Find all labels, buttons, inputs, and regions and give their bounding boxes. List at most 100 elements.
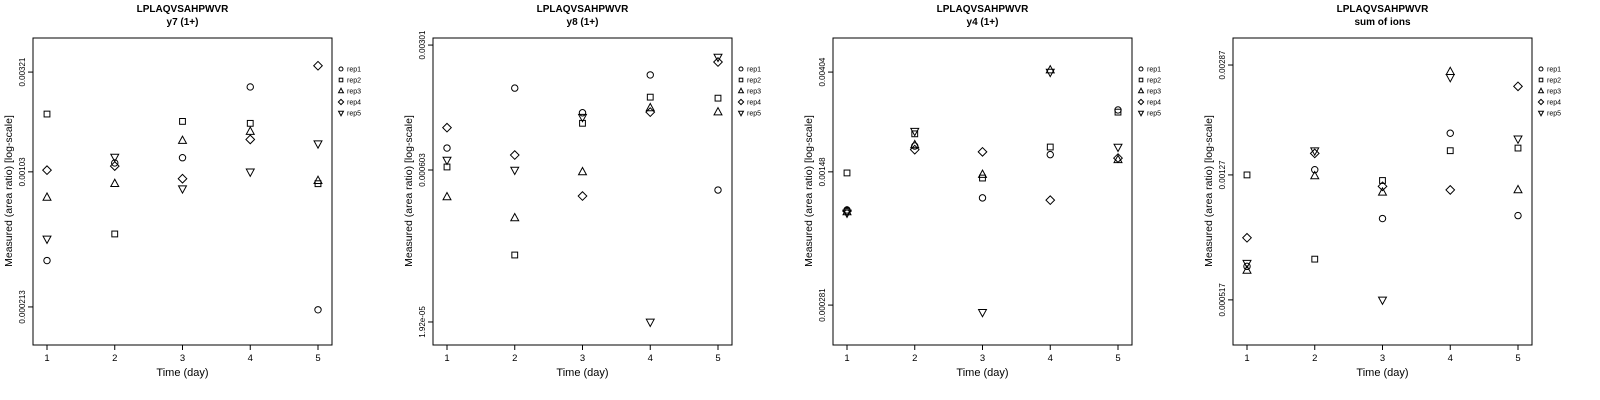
x-tick-label: 4 [1048, 353, 1053, 364]
circle-marker [1514, 211, 1522, 220]
legend-label: rep2 [1147, 78, 1161, 85]
circle-marker [443, 144, 451, 152]
square-marker [1379, 177, 1386, 184]
triangle-down-marker [1377, 296, 1388, 306]
triangle-down-marker [577, 113, 588, 123]
y-tick-label: 0.00127 [1218, 160, 1227, 189]
triangle-down-marker [509, 166, 520, 176]
triangle-up-marker [1137, 87, 1145, 94]
legend-label: rep1 [1147, 67, 1161, 74]
y-tick-label: 0.00287 [1218, 50, 1227, 79]
diamond-marker [41, 165, 53, 176]
diamond-marker [509, 150, 520, 161]
square-marker [511, 251, 519, 259]
diamond-marker [1045, 195, 1056, 206]
triangle-up-marker [977, 169, 988, 178]
square-marker [843, 169, 851, 177]
square-marker [1446, 147, 1454, 155]
x-tick-label: 4 [248, 353, 253, 364]
diamond-marker [1241, 232, 1253, 243]
circle-marker [1114, 106, 1122, 114]
legend-label: rep4 [747, 100, 761, 107]
legend: rep1 rep2 rep3 rep4 rep5 [337, 66, 361, 118]
diamond-marker [1512, 81, 1524, 92]
y-tick-label: 0.00301 [418, 30, 427, 59]
panel-y8: LPLAQVSAHPWVR y8 (1+) Measured (area rat… [400, 0, 800, 400]
triangle-down-marker [909, 127, 920, 137]
legend-label: rep2 [747, 78, 761, 85]
square-marker [646, 93, 654, 101]
circle-marker [646, 71, 654, 79]
panel-y4: LPLAQVSAHPWVR y4 (1+) Measured (area rat… [800, 0, 1200, 400]
circle-marker [714, 186, 722, 194]
square-marker [1243, 171, 1251, 179]
x-axis-label: Time (day) [1356, 367, 1409, 379]
diamond-marker [109, 161, 120, 172]
circle-marker [1378, 214, 1387, 223]
triangle-up-marker [177, 135, 188, 144]
triangle-down-marker [737, 110, 745, 117]
legend-label: rep5 [1547, 111, 1561, 118]
circle-marker [511, 84, 519, 92]
x-tick-label: 1 [844, 353, 849, 364]
square-marker [1311, 255, 1319, 263]
plot-title: LPLAQVSAHPWVR [1336, 4, 1429, 15]
triangle-up-marker [1445, 66, 1456, 76]
legend: rep1 rep2 rep3 rep4 rep5 [737, 67, 761, 118]
x-tick-label: 2 [512, 353, 517, 364]
triangle-down-marker [1309, 147, 1320, 157]
triangle-up-marker [442, 191, 452, 201]
legend-label: rep1 [1547, 67, 1561, 74]
scatter-plot-y8: 1 2 3 4 5 1.92e-05 0.000603 0.00301 rep1 rep2 rep3… [418, 30, 761, 364]
plot-title: LPLAQVSAHPWVR [136, 4, 229, 15]
diamond-marker [312, 60, 324, 71]
legend-label: rep1 [347, 67, 361, 74]
circle-marker [1446, 129, 1454, 137]
square-marker [979, 174, 986, 182]
triangle-down-marker [245, 168, 256, 178]
square-marker [911, 130, 919, 138]
x-tick-label: 2 [1312, 353, 1317, 364]
x-axis-label: Time (day) [156, 367, 209, 379]
legend-label: rep3 [747, 89, 761, 96]
diamond-marker [841, 205, 853, 216]
square-marker [338, 77, 344, 83]
legend-label: rep2 [1547, 78, 1561, 85]
diamond-marker [337, 98, 345, 106]
triangle-up-marker [337, 87, 345, 94]
triangle-down-marker [177, 185, 188, 195]
legend-label: rep1 [747, 67, 761, 74]
legend-label: rep4 [1547, 100, 1561, 107]
square-marker [43, 110, 51, 118]
y-tick-label: 0.00148 [818, 157, 827, 186]
triangle-up-marker [509, 212, 520, 222]
diamond-marker [645, 107, 656, 118]
legend: rep1 rep2 rep3 rep4 rep5 [1137, 67, 1161, 118]
legend-label: rep3 [1547, 89, 1561, 96]
diamond-marker [712, 57, 724, 68]
square-marker [246, 119, 254, 127]
x-tick-label: 4 [648, 353, 653, 364]
circle-marker [314, 306, 322, 314]
x-tick-label: 2 [912, 353, 917, 364]
y-tick-label: 0.000603 [418, 153, 427, 187]
plot-title: LPLAQVSAHPWVR [536, 4, 629, 15]
triangle-up-marker [737, 87, 745, 94]
triangle-up-marker [577, 166, 588, 176]
triangle-up-marker [713, 106, 723, 116]
triangle-up-marker [909, 139, 920, 149]
circle-marker [1538, 66, 1544, 72]
y-tick-label: 0.000213 [18, 290, 27, 324]
diamond-marker [1377, 181, 1388, 192]
circle-marker [338, 66, 344, 72]
triangle-down-marker [109, 153, 120, 163]
diamond-marker [1112, 153, 1124, 164]
y-tick-label: 0.000517 [1218, 283, 1227, 317]
legend-label: rep5 [347, 111, 361, 118]
diamond-marker [177, 173, 188, 184]
x-axis-label: Time (day) [956, 367, 1009, 379]
triangle-down-marker [1445, 74, 1456, 83]
